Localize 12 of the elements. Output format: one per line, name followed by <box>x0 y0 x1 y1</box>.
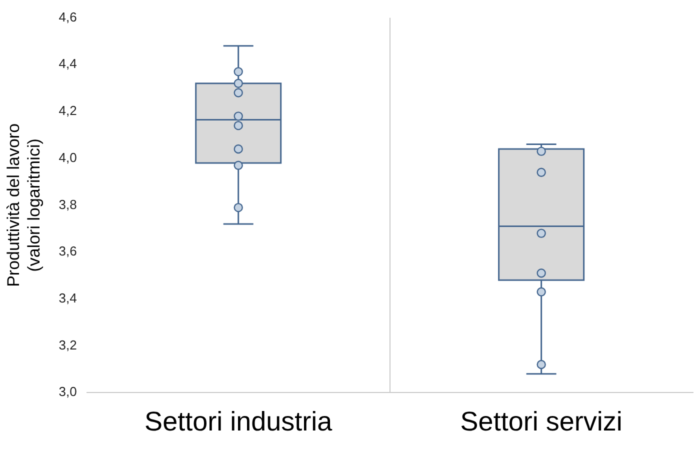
y-tick-label: 4,2 <box>58 103 77 118</box>
y-tick-label: 3,4 <box>58 290 77 306</box>
x-tick-label: Settori servizi <box>460 406 622 436</box>
y-tick-label: 3,2 <box>58 337 77 352</box>
y-tick-label: 4,6 <box>58 9 77 24</box>
y-tick-label: 3,6 <box>58 244 77 259</box>
y-tick-label: 4,4 <box>58 56 77 72</box>
y-axis-title: Produttività del lavoro (valori logaritmici) <box>4 123 44 287</box>
y-tick-label: 4,0 <box>58 150 77 165</box>
y-tick-label: 3,8 <box>58 196 77 212</box>
x-tick-label: Settori industria <box>144 406 334 436</box>
y-tick-label: 3,0 <box>58 384 77 400</box>
